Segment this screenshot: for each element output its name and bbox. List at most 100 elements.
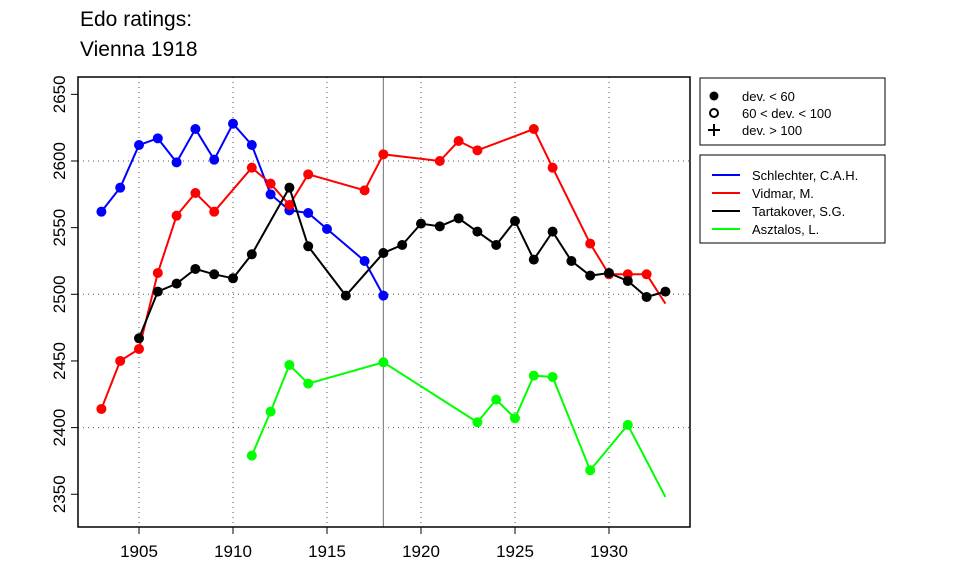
data-point	[378, 290, 389, 301]
x-tick-label: 1915	[308, 542, 346, 561]
plus-icon	[708, 124, 720, 136]
data-point	[528, 254, 539, 265]
x-tick-label: 1930	[590, 542, 628, 561]
data-point	[472, 226, 483, 237]
data-point	[547, 371, 558, 382]
data-point	[284, 199, 295, 210]
series-legend-label: Asztalos, L.	[752, 222, 819, 237]
x-tick-label: 1920	[402, 542, 440, 561]
x-tick-label: 1910	[214, 542, 252, 561]
data-point	[528, 124, 539, 135]
data-point	[472, 417, 483, 428]
data-point	[434, 221, 445, 232]
data-point	[641, 291, 652, 302]
data-point	[453, 136, 464, 147]
chart-title-line2: Vienna 1918	[80, 38, 198, 61]
data-point	[660, 286, 671, 297]
data-point	[134, 343, 144, 354]
data-point	[284, 359, 295, 370]
filled-circle-icon	[709, 91, 719, 101]
series-line	[250, 361, 667, 498]
data-point	[228, 118, 238, 129]
data-point	[246, 140, 257, 151]
data-point	[585, 270, 596, 281]
data-point	[96, 403, 107, 414]
data-point	[416, 218, 426, 229]
data-point	[340, 290, 351, 301]
data-point	[246, 450, 257, 461]
data-point	[303, 378, 314, 389]
data-point	[491, 239, 502, 250]
data-point	[491, 394, 502, 405]
y-tick-label: 2400	[50, 409, 69, 447]
data-point	[134, 140, 144, 151]
y-tick-label: 2450	[50, 342, 69, 380]
data-point	[378, 357, 389, 368]
data-point	[96, 206, 107, 217]
data-point	[434, 156, 445, 166]
chart-title-line1: Edo ratings:	[80, 8, 193, 31]
data-point	[152, 133, 163, 144]
data-point	[303, 241, 314, 252]
marker-legend-label: 60 < dev. < 100	[742, 106, 831, 121]
series-legend-label: Tartakover, S.G.	[752, 204, 845, 219]
data-point	[566, 255, 577, 266]
data-point	[359, 255, 370, 266]
data-point	[171, 157, 182, 168]
data-point	[246, 249, 257, 260]
data-point	[209, 154, 220, 165]
series-line	[100, 121, 385, 297]
data-point	[547, 162, 558, 173]
x-tick-label: 1925	[496, 542, 534, 561]
data-point	[378, 247, 389, 258]
y-tick-label: 2650	[50, 75, 69, 113]
data-point	[190, 124, 201, 135]
marker-legend-box	[699, 77, 886, 146]
data-point	[472, 145, 483, 156]
data-point	[190, 187, 201, 198]
data-point	[510, 215, 520, 226]
data-point	[378, 149, 389, 160]
data-point	[622, 419, 633, 430]
data-point	[585, 465, 596, 476]
data-point	[115, 182, 126, 193]
data-point	[641, 269, 652, 280]
data-point	[115, 355, 126, 366]
data-point	[322, 223, 332, 234]
data-point	[585, 238, 596, 249]
y-tick-label: 2500	[50, 275, 69, 313]
y-tick-label: 2600	[50, 142, 69, 180]
data-point	[303, 207, 314, 218]
data-point	[171, 278, 182, 289]
marker-legend-label: dev. < 60	[742, 89, 795, 104]
data-point	[209, 269, 220, 280]
data-point	[265, 178, 276, 189]
data-point	[265, 189, 276, 200]
data-point	[152, 267, 163, 278]
data-point	[171, 210, 182, 221]
y-tick-label: 2350	[50, 475, 69, 513]
data-point	[604, 267, 614, 278]
y-tick-label: 2550	[50, 209, 69, 247]
data-point	[134, 333, 144, 344]
open-circle-icon	[709, 108, 719, 118]
data-point	[152, 286, 163, 297]
data-point	[622, 275, 633, 286]
data-point	[359, 185, 370, 196]
data-point	[528, 370, 539, 381]
data-point	[547, 226, 558, 237]
data-point	[246, 162, 257, 173]
data-point	[265, 406, 276, 417]
data-point	[397, 239, 408, 250]
data-point	[209, 206, 220, 217]
data-point	[453, 213, 464, 224]
data-point	[303, 169, 314, 180]
data-point	[228, 273, 238, 284]
data-point	[284, 182, 295, 193]
x-tick-label: 1905	[120, 542, 158, 561]
marker-legend-label: dev. > 100	[742, 123, 802, 138]
data-point	[190, 263, 201, 274]
series-legend-label: Vidmar, M.	[752, 186, 814, 201]
